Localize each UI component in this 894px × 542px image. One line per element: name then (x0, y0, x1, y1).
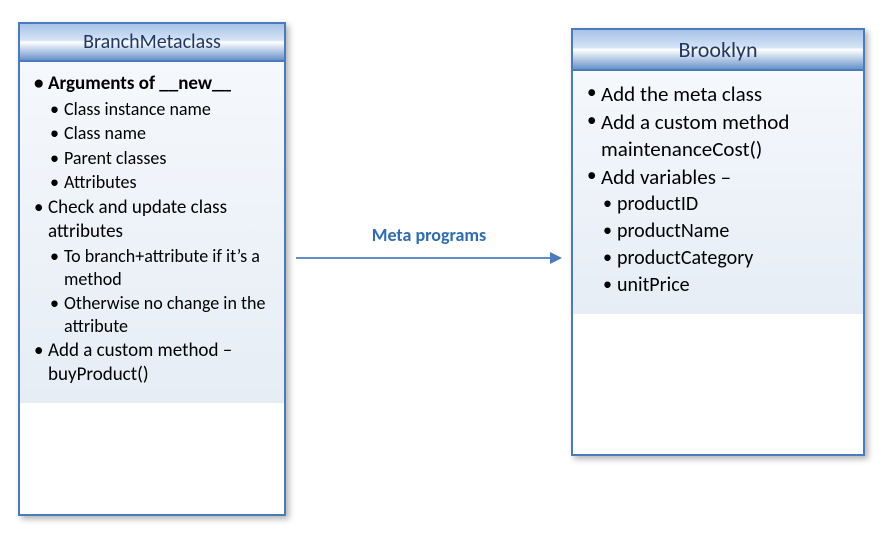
right-item-3: productID (583, 192, 853, 217)
right-box-list: Add the meta classAdd a custom method ma… (583, 81, 853, 298)
left-item-3: Parent classes (30, 147, 274, 170)
left-item-6: To branch+attribute if it’s a method (30, 245, 274, 290)
right-class-box: Brooklyn Add the meta classAdd a custom … (571, 28, 865, 456)
left-box-body: Arguments of __new__Class instance nameC… (20, 62, 284, 403)
left-box-title: BranchMetaclass (20, 24, 284, 62)
right-item-2: Add variables – (583, 164, 853, 190)
arrow-container: Meta programs (296, 224, 562, 266)
right-item-6: unitPrice (583, 273, 853, 298)
left-class-box: BranchMetaclass Arguments of __new__Clas… (18, 22, 286, 516)
right-item-5: productCategory (583, 246, 853, 271)
right-box-body: Add the meta classAdd a custom method ma… (573, 71, 863, 314)
right-item-4: productName (583, 219, 853, 244)
left-item-8: Add a custom method – buyProduct() (30, 339, 274, 387)
left-item-7: Otherwise no change in the attribute (30, 292, 274, 337)
arrow-icon (296, 250, 562, 266)
right-item-1: Add a custom method maintenanceCost() (583, 109, 853, 162)
left-box-list: Arguments of __new__Class instance nameC… (30, 72, 274, 387)
left-item-5: Check and update class attributes (30, 196, 274, 244)
right-item-0: Add the meta class (583, 81, 853, 107)
left-item-2: Class name (30, 122, 274, 145)
right-box-title: Brooklyn (573, 30, 863, 71)
arrow-label: Meta programs (372, 224, 486, 246)
left-item-4: Attributes (30, 171, 274, 194)
left-item-1: Class instance name (30, 98, 274, 121)
left-item-0: Arguments of __new__ (30, 72, 274, 96)
